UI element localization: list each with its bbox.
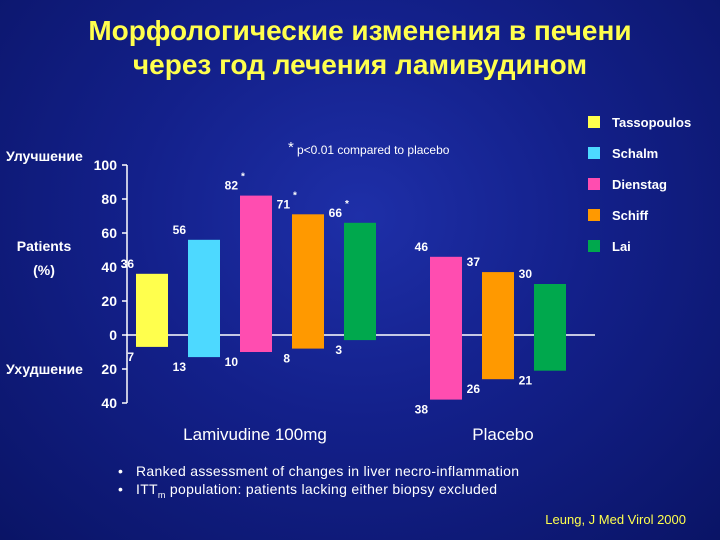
group-label-placebo: Placebo [472, 425, 533, 444]
legend-swatch [588, 178, 600, 190]
bar-worsening [188, 335, 220, 358]
legend-label: Schalm [612, 146, 658, 161]
legend-label: Dienstag [612, 177, 667, 192]
y-tick-label: 100 [94, 157, 118, 173]
bar-worsening [136, 335, 168, 347]
bar-value-improvement: 37 [467, 255, 481, 269]
bar-value-worsening: 13 [173, 360, 187, 374]
y-label-improvement: Улучшение [6, 148, 83, 164]
bar-improvement [344, 222, 376, 335]
bar-improvement [136, 273, 168, 335]
bar-value-worsening: 38 [415, 403, 429, 417]
legend-label: Tassopoulos [612, 115, 691, 130]
bullet-text: Ranked assessment of changes in liver ne… [136, 463, 520, 479]
legend-label: Lai [612, 239, 631, 254]
significance-star: * [293, 190, 297, 201]
bar-worsening [292, 335, 324, 349]
bar-worsening [430, 335, 462, 400]
bar-value-improvement: 46 [415, 240, 429, 254]
y-tick-label: 20 [101, 293, 117, 309]
bar-value-improvement: 66 [329, 206, 343, 220]
annotation-star: * [288, 139, 294, 156]
bar-value-worsening: 8 [283, 352, 290, 366]
bar-improvement [240, 195, 272, 335]
significance-star: * [345, 199, 349, 210]
bar-value-worsening: 10 [225, 355, 239, 369]
y-tick-label: 0 [109, 327, 117, 343]
bullet-item-1: • Ranked assessment of changes in liver n… [118, 462, 519, 480]
y-tick-label: 40 [101, 395, 117, 411]
legend-swatch [588, 240, 600, 252]
bar-value-improvement: 56 [173, 223, 187, 237]
bar-worsening [482, 335, 514, 380]
slide-title-line-1: Морфологические изменения в печени [88, 15, 632, 46]
bullet-text-rest: population: patients lacking either biop… [165, 481, 498, 497]
y-tick-label: 20 [101, 361, 117, 377]
legend-swatch [588, 209, 600, 221]
bar-value-worsening: 26 [467, 382, 481, 396]
citation: Leung, J Med Virol 2000 [545, 512, 686, 527]
bar-value-improvement: 30 [519, 267, 533, 281]
bar-improvement [430, 256, 462, 335]
bar-improvement [482, 272, 514, 335]
bullet-subscript: m [157, 489, 166, 500]
significance-star: * [241, 172, 245, 183]
bar-value-improvement: 82 [225, 179, 239, 193]
legend-swatch [588, 147, 600, 159]
bar-worsening [240, 335, 272, 352]
bar-value-worsening: 21 [519, 374, 533, 388]
legend-label: Schiff [612, 208, 649, 223]
bullet-list: • Ranked assessment of changes in liver n… [118, 462, 519, 504]
bar-improvement [292, 214, 324, 335]
y-tick-label: 60 [101, 225, 117, 241]
y-label-percent: (%) [33, 262, 55, 278]
bar-worsening [534, 335, 566, 371]
bar-value-improvement: 36 [121, 257, 135, 271]
legend-swatch [588, 116, 600, 128]
bar-improvement [534, 284, 566, 335]
bar-worsening [344, 335, 376, 341]
y-label-patients: Patients [17, 238, 72, 254]
y-label-worsening: Ухудшение [6, 361, 83, 377]
bullet-item-2: • ITTm population: patients lacking eithe… [118, 480, 519, 504]
bullet-symbol: • [118, 463, 124, 479]
bar-value-improvement: 71 [277, 197, 291, 211]
slide-title: Морфологические изменения в печени через… [0, 14, 720, 82]
y-tick-label: 80 [101, 191, 117, 207]
group-label-lamivudine: Lamivudine 100mg [183, 425, 327, 444]
bullet-text: ITT [136, 481, 158, 497]
annotation-text: p<0.01 compared to placebo [297, 143, 450, 157]
y-tick-label: 40 [101, 259, 117, 275]
slide-title-line-2: через год лечения ламивудином [132, 49, 588, 80]
bar-value-worsening: 3 [335, 343, 342, 357]
bar-value-worsening: 7 [127, 350, 134, 364]
bar-improvement [188, 239, 220, 335]
bullet-symbol: • [118, 481, 124, 497]
